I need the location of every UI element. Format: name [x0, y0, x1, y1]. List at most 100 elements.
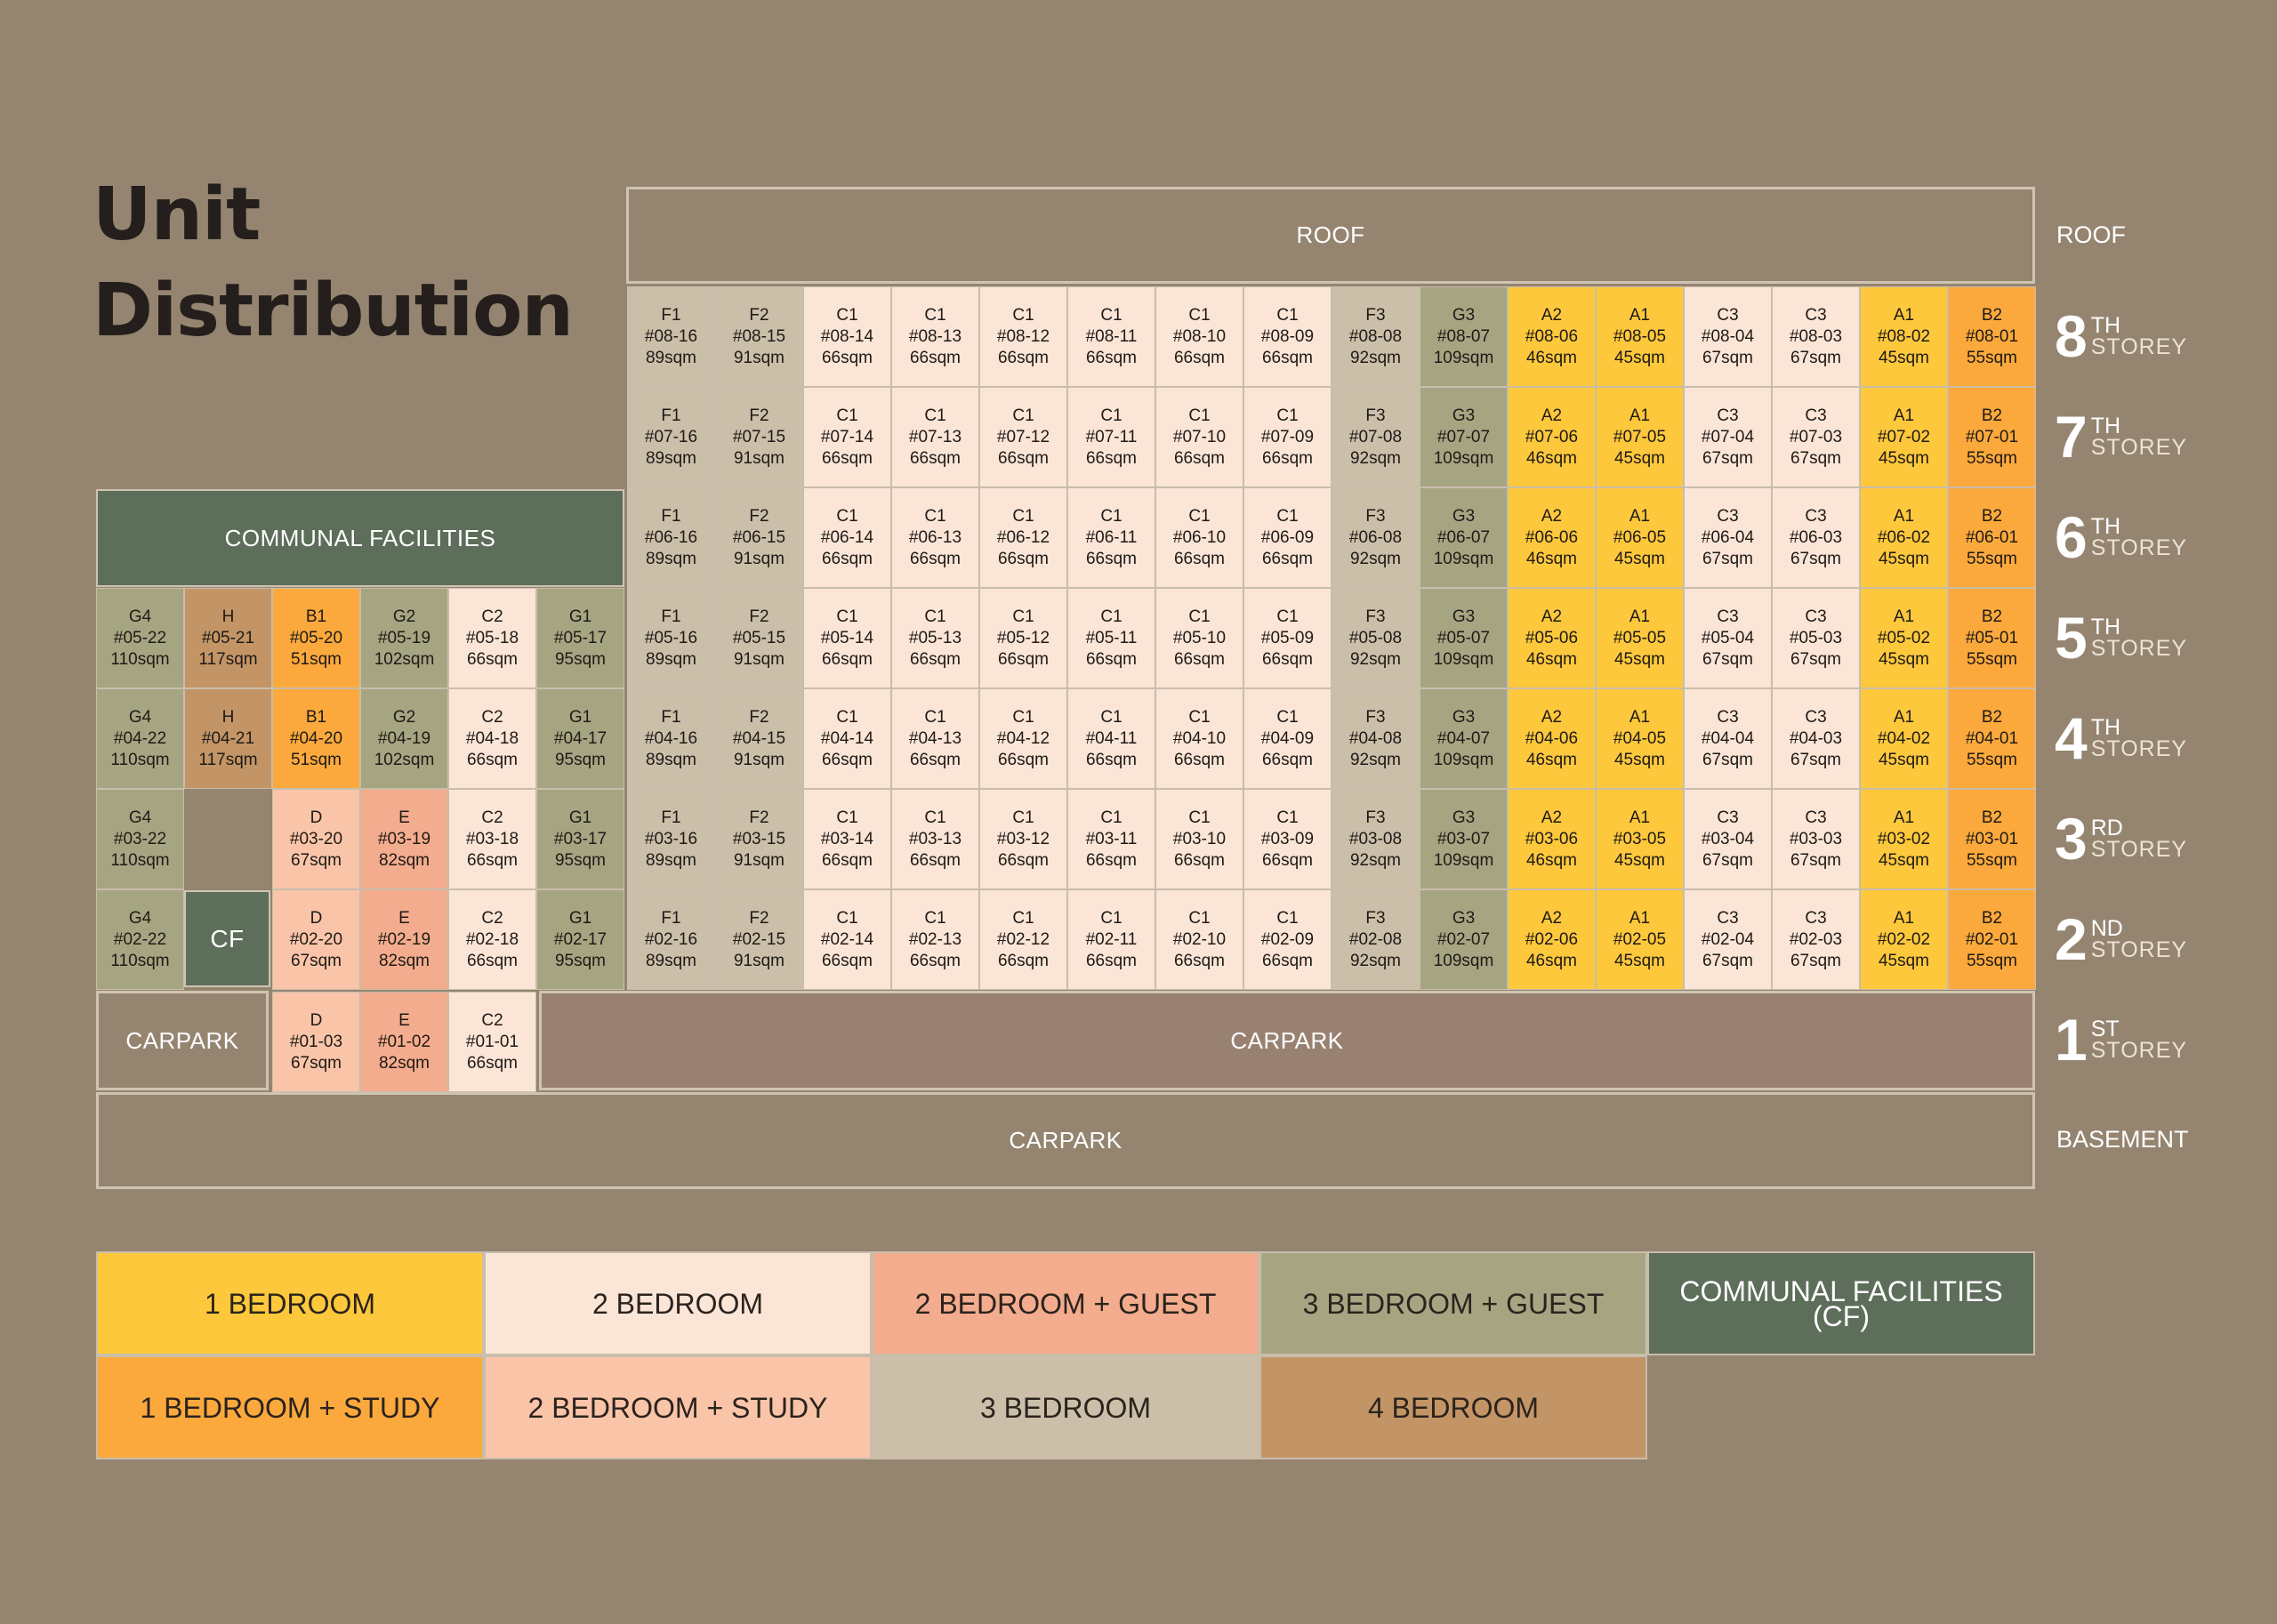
unit-05-02: A1 #05-02 45sqm [1860, 588, 1948, 688]
unit-type: D [310, 908, 323, 928]
unit-06-08: F3 #06-08 92sqm [1332, 487, 1420, 588]
unit-size: 66sqm [1085, 448, 1138, 468]
unit-number: #03-02 [1877, 829, 1931, 848]
unit-type: B2 [1981, 707, 2003, 727]
floor-ordinal: ND [2090, 916, 2123, 941]
unit-number: #05-07 [1436, 628, 1491, 647]
unit-type: A1 [1893, 305, 1915, 325]
unit-03-05: A1 #03-05 45sqm [1596, 789, 1684, 889]
unit-06-09: C1 #06-09 66sqm [1243, 487, 1332, 588]
unit-size: 66sqm [1085, 348, 1138, 367]
unit-02-15: F2 #02-15 91sqm [715, 889, 803, 990]
unit-size: 91sqm [733, 850, 785, 870]
carpark-basement-label: CARPARK [1009, 1127, 1122, 1154]
unit-type: B1 [305, 707, 327, 727]
unit-size: 117sqm [198, 750, 258, 769]
unit-type: C1 [924, 406, 946, 425]
unit-04-10: C1 #04-10 66sqm [1155, 688, 1243, 789]
unit-size: 66sqm [997, 549, 1050, 568]
unit-type: A2 [1541, 707, 1563, 727]
unit-size: 66sqm [821, 448, 873, 468]
unit-type: C1 [1100, 406, 1122, 425]
unit-size: 92sqm [1349, 951, 1402, 970]
unit-03-10: C1 #03-10 66sqm [1155, 789, 1243, 889]
unit-number: #05-20 [289, 628, 343, 647]
legend-2-bedroom: 2 BEDROOM [484, 1251, 872, 1355]
unit-size: 66sqm [821, 348, 873, 367]
unit-number: #06-03 [1789, 527, 1843, 547]
unit-number: #08-08 [1348, 326, 1403, 346]
unit-type: C2 [481, 808, 503, 827]
unit-type: G3 [1452, 707, 1476, 727]
floor-storey: STOREY [2090, 535, 2188, 560]
unit-number: #02-22 [113, 929, 167, 949]
unit-size: 102sqm [374, 649, 435, 669]
unit-04-05: A1 #04-05 45sqm [1596, 688, 1684, 789]
unit-size: 66sqm [909, 549, 961, 568]
unit-number: #03-17 [553, 829, 607, 848]
unit-size: 82sqm [378, 1053, 430, 1073]
floor-ordinal: TH [2090, 313, 2121, 338]
unit-number: #06-16 [644, 527, 698, 547]
unit-size: 89sqm [645, 649, 697, 669]
unit-08-02: A1 #08-02 45sqm [1860, 286, 1948, 387]
unit-size: 67sqm [1790, 549, 1842, 568]
unit-06-04: C3 #06-04 67sqm [1684, 487, 1772, 588]
floor-ordinal: TH [2090, 715, 2121, 740]
unit-type: C1 [1012, 305, 1034, 325]
floor-number: 1 [2055, 1007, 2088, 1073]
floor-label-2: 2 ND STOREY [2055, 904, 2187, 975]
unit-size: 55sqm [1966, 348, 2018, 367]
unit-number: #07-01 [1965, 427, 2019, 446]
unit-07-12: C1 #07-12 66sqm [979, 387, 1067, 487]
legend-3-bedroom: 3 BEDROOM [872, 1355, 1259, 1459]
unit-02-07: G3 #02-07 109sqm [1420, 889, 1508, 990]
unit-type: G3 [1452, 607, 1476, 626]
unit-size: 109sqm [1433, 649, 1494, 669]
unit-size: 66sqm [466, 1053, 519, 1073]
unit-number: #02-19 [377, 929, 431, 949]
unit-08-05: A1 #08-05 45sqm [1596, 286, 1684, 387]
unit-type: A1 [1629, 707, 1651, 727]
unit-type: D [310, 1010, 323, 1030]
unit-size: 109sqm [1433, 850, 1494, 870]
unit-type: C3 [1717, 707, 1739, 727]
unit-02-03: C3 #02-03 67sqm [1772, 889, 1860, 990]
unit-size: 66sqm [1085, 549, 1138, 568]
unit-08-11: C1 #08-11 66sqm [1067, 286, 1155, 387]
unit-type: G3 [1452, 506, 1476, 526]
unit-type: C1 [924, 908, 946, 928]
unit-number: #06-09 [1260, 527, 1315, 547]
unit-05-21: H #05-21 117sqm [184, 588, 272, 688]
unit-number: #07-07 [1436, 427, 1491, 446]
unit-number: #03-22 [113, 829, 167, 848]
unit-05-03: C3 #05-03 67sqm [1772, 588, 1860, 688]
unit-number: #05-06 [1525, 628, 1579, 647]
unit-06-11: C1 #06-11 66sqm [1067, 487, 1155, 588]
unit-number: #04-02 [1877, 728, 1931, 748]
unit-type: C1 [1012, 406, 1034, 425]
unit-type: C1 [1188, 305, 1211, 325]
unit-number: #08-10 [1172, 326, 1227, 346]
unit-size: 46sqm [1525, 951, 1578, 970]
floor-storey: STOREY [2090, 334, 2188, 359]
unit-size: 92sqm [1349, 448, 1402, 468]
unit-02-10: C1 #02-10 66sqm [1155, 889, 1243, 990]
unit-type: C3 [1805, 908, 1827, 928]
unit-size: 45sqm [1878, 951, 1930, 970]
unit-04-18: C2 #04-18 66sqm [448, 688, 536, 789]
unit-size: 67sqm [1790, 850, 1842, 870]
unit-type: C1 [1188, 808, 1211, 827]
unit-05-10: C1 #05-10 66sqm [1155, 588, 1243, 688]
unit-number: #02-14 [820, 929, 874, 949]
carpark-left-label: CARPARK [125, 1026, 239, 1054]
legend-1-bedroom: 1 BEDROOM [96, 1251, 484, 1355]
unit-number: #05-21 [201, 628, 255, 647]
unit-type: C3 [1805, 406, 1827, 425]
basement-label: BASEMENT [2056, 1126, 2189, 1153]
unit-number: #03-01 [1965, 829, 2019, 848]
unit-type: C2 [481, 607, 503, 626]
communal-facilities-block: COMMUNAL FACILITIES [96, 489, 624, 587]
unit-size: 46sqm [1525, 549, 1578, 568]
unit-04-17: G1 #04-17 95sqm [536, 688, 624, 789]
